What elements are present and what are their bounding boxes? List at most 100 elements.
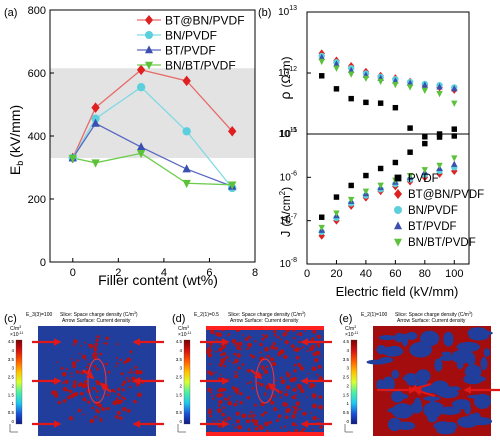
sim-param-d: E_2(1)=0.5 xyxy=(194,312,219,318)
panel-label-b: (b) xyxy=(258,7,271,19)
charge-point xyxy=(69,389,73,394)
data-point-b-bottom xyxy=(451,160,458,167)
charge-point xyxy=(256,381,260,385)
charge-point xyxy=(270,400,275,405)
charge-point xyxy=(95,408,99,412)
colorbar-tick: 0 xyxy=(346,419,349,424)
colorbar-scale-exp: -11 xyxy=(353,331,358,335)
charge-point xyxy=(217,404,221,407)
legend-label-a: BT/PVDF xyxy=(165,44,216,58)
charge-point xyxy=(291,395,296,400)
charge-point xyxy=(116,362,119,365)
charge-point xyxy=(105,362,108,366)
charge-region xyxy=(470,417,493,426)
charge-point xyxy=(306,349,309,353)
ylabel-a-main: E xyxy=(7,166,23,175)
charge-point xyxy=(212,397,215,400)
charge-point xyxy=(249,353,253,357)
charge-point xyxy=(271,357,274,360)
colorbar-tick: 2 xyxy=(11,383,14,388)
colorbar-tick: 0.5 xyxy=(8,410,15,415)
data-point-b-top xyxy=(318,58,325,66)
legend-marker-a xyxy=(145,31,153,39)
charge-point xyxy=(107,370,111,374)
data-point-b-top xyxy=(333,65,340,72)
charge-point xyxy=(129,368,132,371)
charge-point xyxy=(311,428,314,431)
xtick-label-a: 4 xyxy=(161,267,167,279)
charge-point xyxy=(72,364,77,369)
charge-point xyxy=(233,352,237,356)
charge-point xyxy=(114,390,117,393)
charge-point xyxy=(311,344,315,349)
colorbar-tick: 4.5 xyxy=(343,339,350,344)
charge-point xyxy=(120,372,124,376)
charge-point xyxy=(291,414,296,419)
charge-point xyxy=(92,352,98,357)
colorbar xyxy=(350,339,358,425)
charge-point xyxy=(82,354,87,359)
ylabel-b-top: ρ (Ω·m) xyxy=(277,57,293,100)
charge-point xyxy=(286,371,289,375)
charge-point xyxy=(227,332,231,336)
xtick-label-b: 20 xyxy=(330,268,342,280)
charge-point xyxy=(295,409,298,412)
charge-point xyxy=(251,387,255,390)
charge-point xyxy=(264,392,267,395)
charge-region xyxy=(394,332,405,343)
charge-region xyxy=(437,389,459,399)
charge-point xyxy=(120,399,124,403)
charge-point xyxy=(114,365,117,368)
sim-slice-sup: 3 xyxy=(469,311,471,315)
charge-point xyxy=(83,341,86,344)
data-point-a xyxy=(136,142,146,151)
charge-point xyxy=(115,415,119,419)
charge-point xyxy=(209,342,213,346)
legend-marker-b xyxy=(394,189,402,199)
charge-point xyxy=(284,425,287,428)
legend-marker-a xyxy=(145,61,153,70)
charge-point xyxy=(99,419,103,422)
charge-point xyxy=(285,390,288,392)
charge-point xyxy=(70,372,73,375)
data-point-b-top xyxy=(451,100,458,107)
sim-param-c: E_3(3)=100 xyxy=(26,312,52,318)
sim-arrow-title-c: Arrow Surface: Current density xyxy=(62,318,131,324)
data-point-b-bottom xyxy=(406,172,414,180)
data-point-b-top xyxy=(421,87,429,95)
charge-point xyxy=(254,427,259,431)
charge-point xyxy=(95,338,99,342)
sim-panel-d: (d) E_2(1)=0.5 Slice: Space charge density… xyxy=(172,311,332,436)
data-point-b-top xyxy=(406,84,414,91)
charge-point xyxy=(207,387,212,392)
data-point-b-top xyxy=(319,73,325,79)
charge-region xyxy=(463,374,484,385)
charge-point xyxy=(96,335,100,339)
charge-point xyxy=(293,406,298,410)
simulation-panels: (c) E_3(3)=100 Slice: Space charge density… xyxy=(4,311,500,436)
legend-b: PVDF BT@BN/PVDF BN/PVDF BT/PVDF BN/BT/PVDF xyxy=(394,173,484,249)
charge-point xyxy=(62,386,68,392)
sim-slice-title-c: Slice: Space charge density (C/m3) xyxy=(60,311,138,318)
charge-point xyxy=(295,401,301,406)
colorbar-tick: 1 xyxy=(179,401,182,406)
colorbar-tick: 3 xyxy=(179,366,182,371)
xtick-label-a: 6 xyxy=(206,267,212,279)
charge-point xyxy=(219,358,222,361)
charge-point xyxy=(80,391,84,396)
charge-point xyxy=(247,342,252,348)
sim-slice-close: ) xyxy=(471,312,473,318)
charge-point xyxy=(94,401,100,406)
charge-point xyxy=(222,344,225,347)
charge-point xyxy=(250,410,253,414)
data-point-a xyxy=(182,179,191,189)
charge-point xyxy=(234,426,237,429)
ylabel-a-sub: b xyxy=(15,161,25,166)
data-point-a xyxy=(68,154,77,163)
charge-point xyxy=(294,389,297,392)
sim-arrow-title-e: Arrow Surface: Current density xyxy=(397,318,466,324)
charge-point xyxy=(218,362,223,367)
charge-point xyxy=(242,334,245,336)
